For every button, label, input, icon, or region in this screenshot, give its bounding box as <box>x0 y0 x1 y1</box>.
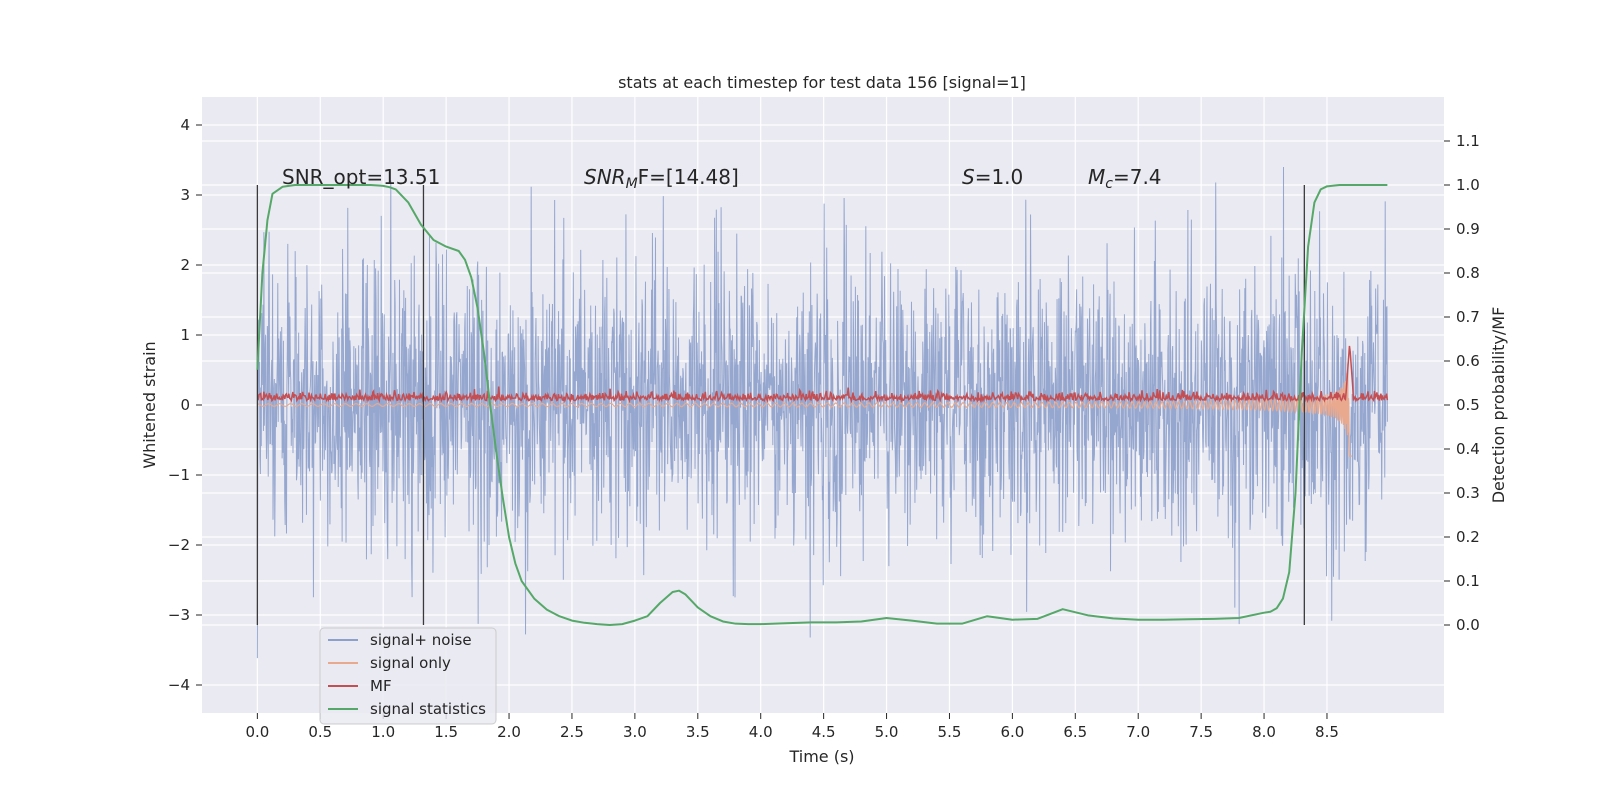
x-tick-label: 2.0 <box>497 723 521 741</box>
x-tick-label: 3.0 <box>623 723 647 741</box>
series-signal-noise <box>256 166 1388 659</box>
y2-tick-label: 0.4 <box>1456 440 1480 458</box>
y2-tick-label: 0.7 <box>1456 308 1480 326</box>
x-tick-label: 7.0 <box>1126 723 1150 741</box>
y2-axis-label: Detection probability/MF <box>1489 307 1508 504</box>
legend-label-signal-only: signal only <box>370 654 451 672</box>
snr-mf-prefix: SNR <box>584 165 626 189</box>
x-tick-label: 7.5 <box>1189 723 1213 741</box>
x-tick-label: 6.0 <box>1000 723 1024 741</box>
x-tick-label: 1.0 <box>371 723 395 741</box>
series-mf <box>257 345 1389 404</box>
x-tick-label: 4.5 <box>812 723 836 741</box>
y-tick-label: −1 <box>168 466 190 484</box>
x-tick-label: 0.5 <box>308 723 332 741</box>
y2-tick-label: 1.1 <box>1456 132 1480 150</box>
legend-label-mf: MF <box>370 677 392 695</box>
mc-value: =7.4 <box>1113 165 1162 189</box>
annotation-snr-opt: SNR_opt=13.51 <box>282 165 440 189</box>
y2-tick-label: 0.1 <box>1456 572 1480 590</box>
y2-tick-label: 0.5 <box>1456 396 1480 414</box>
signal-only-line <box>257 363 1353 457</box>
y2-tick-label: 0.6 <box>1456 352 1480 370</box>
annotation-mc: Mc=7.4 <box>1088 165 1162 192</box>
snr-mf-sub: M <box>626 176 638 192</box>
y-tick-label: 4 <box>180 116 190 134</box>
x-tick-label: 2.5 <box>560 723 584 741</box>
x-tick-label: 5.5 <box>938 723 962 741</box>
x-tick-label: 8.5 <box>1315 723 1339 741</box>
y-tick-label: −4 <box>168 676 190 694</box>
x-tick-label: 3.5 <box>686 723 710 741</box>
y-tick-label: 1 <box>180 326 190 344</box>
y2-tick-label: 1.0 <box>1456 176 1480 194</box>
y2-tick-label: 0.8 <box>1456 264 1480 282</box>
y-axis-label: Whitened strain <box>140 341 159 468</box>
s-prefix: S <box>962 165 975 189</box>
y-tick-label: −3 <box>168 606 190 624</box>
chart-title: stats at each timestep for test data 156… <box>618 73 1026 92</box>
x-tick-label: 6.5 <box>1063 723 1087 741</box>
y2-tick-label: 0.9 <box>1456 220 1480 238</box>
series-signal-only <box>257 363 1353 457</box>
snr-mf-suffix: F=[14.48] <box>638 165 739 189</box>
y-tick-label: 3 <box>180 186 190 204</box>
series-signal-statistics <box>256 184 1388 626</box>
s-value: =1.0 <box>975 165 1024 189</box>
x-tick-label: 8.0 <box>1252 723 1276 741</box>
legend-label-signal-statistics: signal statistics <box>370 700 486 718</box>
y2-tick-label: 0.2 <box>1456 528 1480 546</box>
legend-label-signal-noise: signal+ noise <box>370 631 472 649</box>
x-tick-label: 5.0 <box>875 723 899 741</box>
ticks: 0.0 0.5 1.0 1.5 2.0 2.5 3.0 3.5 4.0 4.5 5.0 5.5 6.0 6… <box>168 116 1480 741</box>
annotation-s: S=1.0 <box>962 165 1023 189</box>
vertical-markers <box>256 185 1305 625</box>
mf-line <box>257 345 1389 404</box>
annotation-snr-mf: SNRMF=[14.48] <box>584 165 739 192</box>
y-tick-label: 0 <box>180 396 190 414</box>
x-axis-label: Time (s) <box>788 747 854 766</box>
y-tick-label: −2 <box>168 536 190 554</box>
y-tick-label: 2 <box>180 256 190 274</box>
mc-prefix: M <box>1088 165 1105 189</box>
y2-tick-label: 0.3 <box>1456 484 1480 502</box>
legend: signal+ noise signal only MF signal stat… <box>319 627 497 725</box>
x-tick-label: 1.5 <box>434 723 458 741</box>
mc-sub: c <box>1105 176 1113 192</box>
x-tick-label: 0.0 <box>245 723 269 741</box>
legend-box <box>319 627 497 725</box>
signal-statistics-line <box>256 184 1388 626</box>
y2-tick-label: 0.0 <box>1456 616 1480 634</box>
x-tick-label: 4.0 <box>749 723 773 741</box>
signal-noise-line <box>256 166 1388 659</box>
